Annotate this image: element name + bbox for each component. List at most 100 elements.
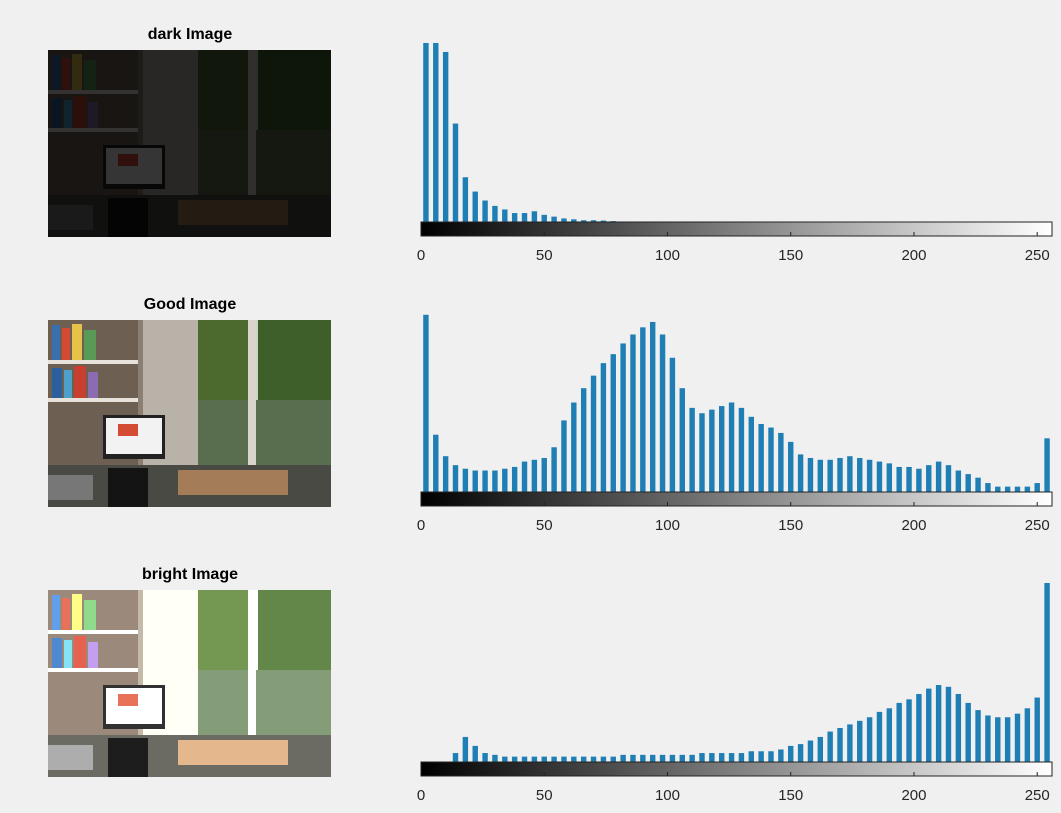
x-tick-label: 150: [778, 787, 803, 804]
histogram-bar: [728, 753, 735, 762]
histogram-bar: [502, 756, 508, 762]
histogram-bar: [472, 191, 478, 222]
histogram-bar: [857, 720, 863, 762]
x-tick-label: 200: [901, 517, 926, 534]
histogram-bar: [1034, 483, 1040, 492]
histogram-bar: [521, 213, 528, 222]
histogram-bar: [718, 753, 725, 762]
photo: [48, 50, 331, 237]
histogram-bar: [758, 423, 764, 492]
histogram-bar: [935, 685, 942, 762]
histogram-bar: [906, 466, 912, 492]
histogram-bar: [709, 753, 715, 762]
histogram-bar: [1044, 583, 1050, 762]
histogram-bar: [866, 459, 873, 492]
histogram-bar: [718, 406, 725, 492]
histogram-bar: [433, 43, 439, 222]
histogram-bar: [768, 751, 774, 762]
x-tick-label: 100: [655, 247, 680, 264]
histogram-bar: [590, 375, 597, 492]
histogram-bar: [472, 745, 478, 762]
histogram-bar: [797, 454, 804, 492]
subplot-row: Good Image 0 50 100 150 200 250: [48, 296, 1053, 534]
histogram-bar: [551, 756, 557, 762]
histogram-bar: [896, 466, 902, 492]
histogram-bar: [758, 751, 764, 762]
histogram-bar: [985, 715, 991, 762]
histogram-bar: [995, 486, 1001, 492]
histogram-bar: [561, 218, 567, 222]
histogram-bar: [738, 407, 745, 492]
histogram-bar: [610, 354, 616, 492]
histogram-bar: [995, 717, 1001, 762]
histogram-bar: [709, 409, 715, 492]
x-tick-label: 50: [536, 517, 553, 534]
histogram-bar: [827, 459, 833, 492]
histogram-bar: [640, 754, 646, 762]
histogram-bar: [1024, 486, 1031, 492]
histogram-bar: [788, 745, 794, 762]
histogram-bar: [659, 334, 666, 492]
histogram-bar: [442, 51, 449, 223]
histogram-bar: [630, 334, 636, 492]
x-tick-label: 100: [655, 517, 680, 534]
histogram-bar: [502, 209, 508, 222]
histogram-bar: [748, 751, 755, 762]
image-title: dark Image: [148, 26, 233, 43]
histogram-bar: [452, 123, 459, 222]
histogram-bar: [649, 754, 656, 762]
histogram-bar: [965, 474, 971, 492]
histogram-bar: [492, 470, 498, 492]
histogram-bar: [728, 402, 735, 492]
photo: [48, 320, 331, 507]
histogram-bar: [610, 756, 616, 762]
histogram-bar: [551, 216, 557, 222]
histogram-bar: [462, 736, 469, 762]
histogram-bar: [571, 402, 577, 492]
histogram-bar: [778, 432, 784, 492]
x-tick-label: 0: [417, 247, 425, 264]
histogram-bar: [689, 407, 695, 492]
x-tick-label: 150: [778, 247, 803, 264]
histogram-bar: [916, 693, 922, 762]
histogram-bar: [926, 465, 932, 492]
histogram-bar: [531, 211, 538, 222]
histogram-bar: [689, 754, 695, 762]
histogram-bar: [1004, 717, 1011, 762]
histogram-bar: [590, 756, 597, 762]
histogram-bar: [620, 343, 626, 492]
x-tick-label: 0: [417, 517, 425, 534]
histogram-bar: [679, 388, 685, 492]
histogram-bar: [886, 708, 893, 762]
histogram-bar: [423, 314, 429, 492]
histogram-bar: [531, 756, 538, 762]
histogram-bar: [511, 466, 518, 492]
photo: [48, 590, 331, 777]
histogram-bar: [837, 457, 843, 492]
histogram-bar: [1044, 438, 1050, 492]
histogram-bar: [866, 717, 873, 762]
histogram-bar: [531, 459, 538, 492]
histogram-bar: [561, 420, 567, 492]
histogram-bar: [738, 753, 745, 762]
histogram-bar: [511, 756, 518, 762]
histogram-bar: [748, 416, 755, 492]
histogram-bar: [837, 727, 843, 762]
histogram-bar: [807, 457, 814, 492]
histogram-bar: [669, 357, 676, 492]
histogram-bar: [847, 456, 853, 492]
histogram-bar: [827, 731, 833, 762]
histogram-bar: [600, 756, 607, 762]
histogram-bar: [590, 220, 597, 222]
histogram-bar: [699, 413, 705, 492]
histogram-bar: [502, 468, 508, 492]
histogram-bar: [423, 43, 429, 222]
histogram-bar: [817, 736, 824, 762]
histogram-bar: [571, 219, 577, 222]
image-title: Good Image: [144, 296, 237, 313]
x-tick-label: 0: [417, 787, 425, 804]
histogram-bar: [788, 441, 794, 492]
histogram-bar: [975, 710, 981, 762]
histogram-bar: [1014, 486, 1021, 492]
histogram-bar: [797, 744, 804, 762]
